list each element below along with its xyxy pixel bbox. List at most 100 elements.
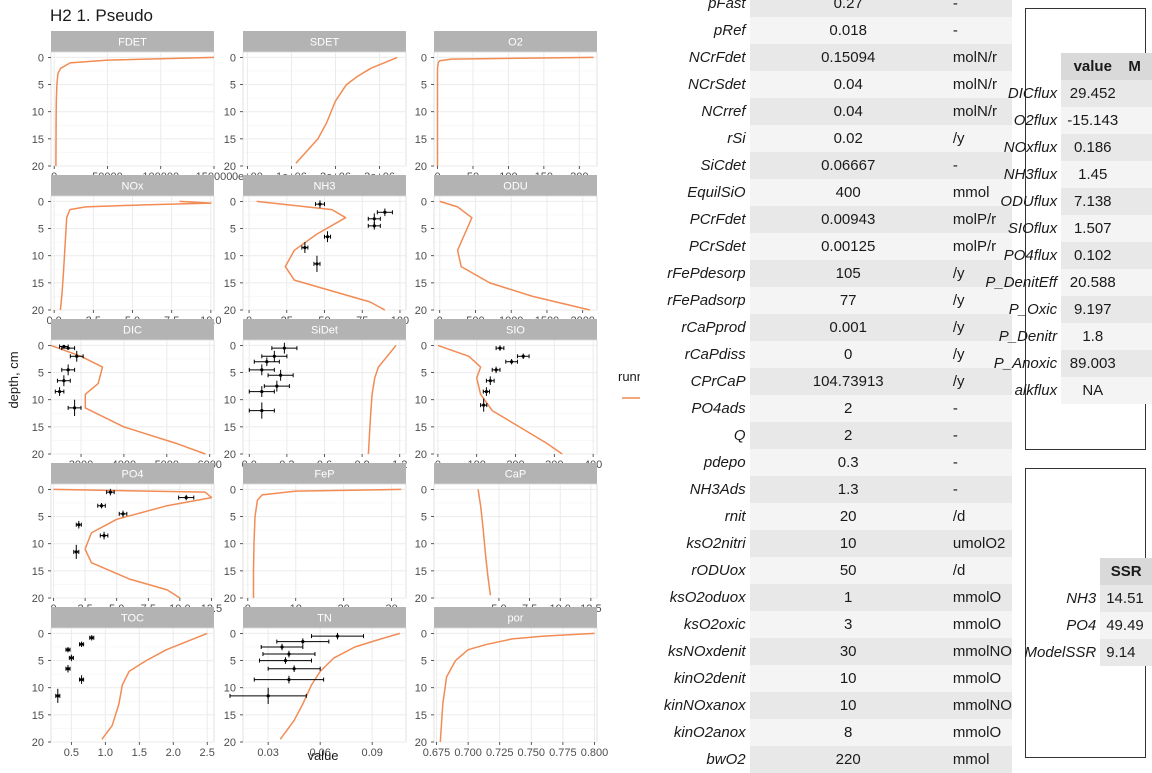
parameter-unit: /y <box>946 341 1012 368</box>
parameter-row: pFast 0.27- <box>640 0 1012 17</box>
y-tick-label: 10 <box>32 251 44 263</box>
parameter-name: kinO2denit <box>640 665 750 692</box>
data-point <box>272 354 276 358</box>
model-line <box>252 488 402 598</box>
y-tick-label: 0 <box>421 52 427 64</box>
parameter-row: pRef 0.018- <box>640 17 1012 44</box>
parameter-value: 0.001 <box>749 314 947 341</box>
observation-point <box>516 353 530 359</box>
data-point <box>108 490 112 494</box>
ssr-table: SSR NH3 14.51 PO4 49.49 ModelSSR 9.14 <box>1018 558 1152 666</box>
y-tick-label: 0 <box>38 340 44 352</box>
parameter-value: 0 <box>749 341 947 368</box>
y-tick-label: 5 <box>230 512 236 524</box>
observation-point <box>267 369 294 381</box>
parameter-unit: /y <box>946 125 1012 152</box>
observation-point <box>367 222 381 230</box>
parameter-name: NCrSdet <box>640 71 750 98</box>
panel-dic: DIC051015203000400050006000 <box>32 319 222 471</box>
flux-name: alkflux <box>1014 382 1058 399</box>
y-tick-label: 20 <box>415 449 427 461</box>
y-tick-label: 15 <box>224 134 236 146</box>
parameter-value: 10 <box>749 665 947 692</box>
data-point <box>303 245 307 250</box>
y-tick-label: 15 <box>415 278 427 290</box>
panel-nox: NOx051015200.02.55.07.510.0 <box>32 175 222 327</box>
observation-point <box>69 350 84 362</box>
panel-strip-label: por <box>508 613 524 625</box>
flux-value: -15.143 <box>1061 107 1125 134</box>
parameter-value: 0.15094 <box>749 44 947 71</box>
data-point <box>280 645 284 649</box>
panel-sio: SIO051015200100200300400 <box>415 319 602 471</box>
parameter-value: 10 <box>749 530 947 557</box>
y-tick-label: 5 <box>38 512 44 524</box>
flux-value: 9.197 <box>1061 296 1125 323</box>
x-tick-label: 1.5 <box>132 747 147 759</box>
panel-strip-label: SDET <box>310 37 340 49</box>
x-tick-label: 0.09 <box>361 747 382 759</box>
parameter-unit: /d <box>946 557 1012 584</box>
parameter-name: rCaPprod <box>640 314 750 341</box>
parameter-value: 1 <box>749 584 947 611</box>
parameter-value: 104.73913 <box>749 368 947 395</box>
panel-toc: TOC 0 5 10 15 20 0.5 1.0 1.5 2.0 2.5 <box>32 607 215 759</box>
parameter-table: pFast 0.27- pRef 0.018- NCrFdet 0.15094 molN/r… <box>640 0 1012 773</box>
panel-cap: CaP051015205.07.510.012.5 <box>415 463 602 615</box>
y-tick-label: 15 <box>32 710 44 722</box>
observation-point <box>248 386 275 397</box>
flux-row: O2flux -15.143 <box>972 107 1152 134</box>
data-point <box>260 389 264 394</box>
x-tick-label: 0.675 <box>423 747 451 759</box>
observation-point <box>97 503 106 509</box>
panel-strip <box>51 319 214 340</box>
panel-tn: TN 0 5 10 15 20 0.03 0.06 0.09 <box>224 607 407 759</box>
panel-strip-label: TOC <box>121 613 144 625</box>
flux-value: 1.8 <box>1061 323 1125 350</box>
flux-row: P_Oxic 9.197 <box>972 296 1152 323</box>
parameter-unit: - <box>946 449 1012 476</box>
parameter-unit: /y <box>946 368 1012 395</box>
panel-strip <box>434 319 597 340</box>
parameter-value: 0.04 <box>749 71 947 98</box>
panel-fep: FeP051015200102030 <box>224 463 407 615</box>
data-point <box>318 202 322 206</box>
model-line <box>436 56 594 166</box>
flux-next <box>1124 296 1152 323</box>
parameter-row: CPrCaP 104.73913/y <box>640 368 1012 395</box>
observation-point <box>253 675 325 684</box>
parameter-name: pRef <box>640 17 750 44</box>
observation-point <box>260 643 304 651</box>
flux-value: 0.102 <box>1061 242 1125 269</box>
y-tick-label: 10 <box>32 395 44 407</box>
observation-point <box>79 641 85 647</box>
flux-next <box>1124 323 1152 350</box>
data-point <box>283 658 288 663</box>
parameter-name: kinNOxanox <box>640 692 750 719</box>
panel-o2: O205101520050100150200 <box>415 31 598 183</box>
ssr-value: 49.49 <box>1100 612 1152 639</box>
panel-sidet: SiDet051015200.00.30.60.91.2 <box>224 319 407 471</box>
parameter-name: kinO2anox <box>640 719 750 746</box>
data-point <box>282 346 286 350</box>
data-point <box>99 504 104 508</box>
x-tick-label: 1.0 <box>98 747 113 759</box>
panel-strip <box>51 463 214 484</box>
y-axis-title: depth, cm <box>6 351 21 408</box>
data-point <box>494 368 498 372</box>
flux-value: 1.45 <box>1061 161 1125 188</box>
y-tick-label: 15 <box>32 566 44 578</box>
panel-strip-label: ODU <box>503 181 528 193</box>
flux-next <box>1124 350 1152 377</box>
parameter-value: 10 <box>749 692 947 719</box>
parameter-row: NCrFdet 0.15094 molN/r <box>640 44 1012 71</box>
parameter-unit: - <box>946 17 1012 44</box>
parameter-name: NCrref <box>640 98 750 125</box>
parameter-unit: /y <box>946 287 1012 314</box>
y-tick-label: 20 <box>415 737 427 749</box>
data-point <box>72 406 77 410</box>
data-point <box>325 235 330 239</box>
x-tick-label: 0.750 <box>518 747 546 759</box>
parameter-name: SiCdet <box>640 152 750 179</box>
parameter-unit: - <box>946 395 1012 422</box>
